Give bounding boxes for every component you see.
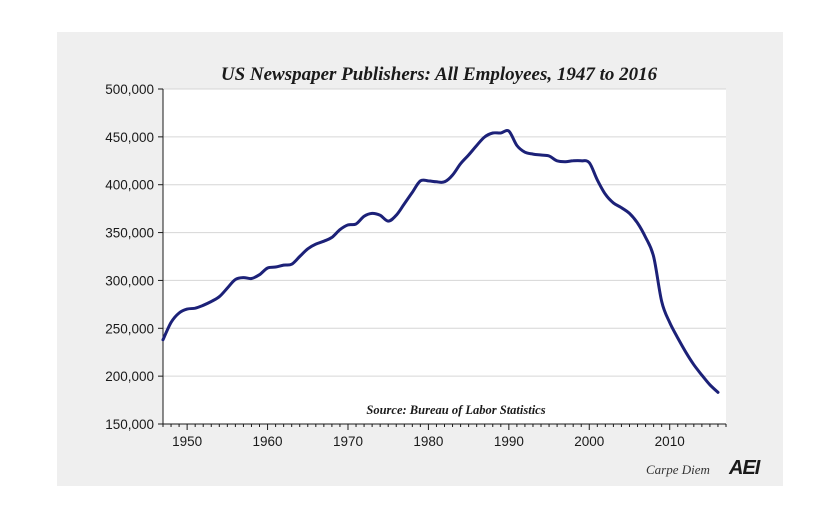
y-tick-label: 450,000 xyxy=(105,130,154,145)
x-tick-label: 2000 xyxy=(574,434,604,449)
plot-background xyxy=(163,89,726,424)
x-tick-label: 1970 xyxy=(333,434,363,449)
y-tick-label: 350,000 xyxy=(105,226,154,241)
series-line-employees xyxy=(161,128,720,394)
x-axis: 1950 1960 1970 1980 1990 2000 2010 xyxy=(162,423,727,449)
aei-logo: AEI xyxy=(728,457,761,479)
x-tick-label: 1990 xyxy=(494,434,524,449)
x-tick-label: 1960 xyxy=(253,434,283,449)
y-tick-label: 200,000 xyxy=(105,369,154,384)
source-note: Source: Bureau of Labor Statistics xyxy=(366,403,545,417)
y-tick-label: 300,000 xyxy=(105,273,154,288)
grid-lines xyxy=(163,88,726,377)
plot-area xyxy=(163,89,726,424)
chart-title: US Newspaper Publishers: All Employees, … xyxy=(221,64,658,85)
y-tick-label: 250,000 xyxy=(105,321,154,336)
y-tick-label: 400,000 xyxy=(105,178,154,193)
series-layer xyxy=(161,128,720,394)
y-tick-label: 150,000 xyxy=(105,417,154,432)
x-tick-label: 2010 xyxy=(655,434,685,449)
x-tick-label: 1950 xyxy=(172,434,202,449)
x-tick-label: 1980 xyxy=(413,434,443,449)
y-axis: 150,000 200,000 250,000 300,000 350,000 400,0… xyxy=(105,82,164,432)
y-tick-label: 500,000 xyxy=(105,82,154,97)
carpe-diem-label: Carpe Diem xyxy=(646,462,710,477)
